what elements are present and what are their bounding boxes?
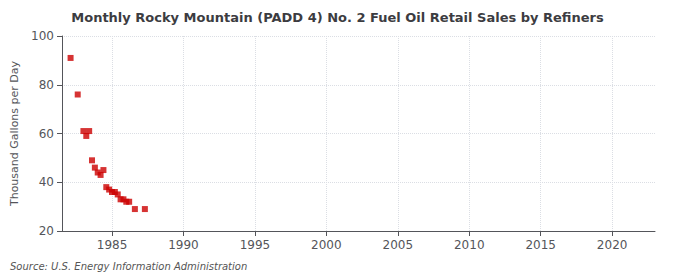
svg-text:100: 100 — [31, 29, 54, 43]
svg-text:1985: 1985 — [97, 238, 128, 252]
svg-text:2010: 2010 — [454, 238, 485, 252]
svg-text:Thousand Gallons per Day: Thousand Gallons per Day — [8, 60, 21, 207]
svg-text:20: 20 — [39, 224, 54, 238]
svg-text:Source: U.S. Energy Informatio: Source: U.S. Energy Information Administ… — [10, 261, 247, 272]
svg-text:40: 40 — [39, 175, 54, 189]
svg-text:60: 60 — [39, 127, 54, 141]
svg-text:2020: 2020 — [597, 238, 628, 252]
svg-text:2000: 2000 — [311, 238, 342, 252]
svg-text:Monthly Rocky Mountain (PADD 4: Monthly Rocky Mountain (PADD 4) No. 2 Fu… — [71, 10, 604, 25]
svg-text:1990: 1990 — [168, 238, 199, 252]
svg-text:1995: 1995 — [240, 238, 271, 252]
svg-text:2015: 2015 — [525, 238, 556, 252]
svg-text:2005: 2005 — [383, 238, 414, 252]
svg-text:80: 80 — [39, 78, 54, 92]
